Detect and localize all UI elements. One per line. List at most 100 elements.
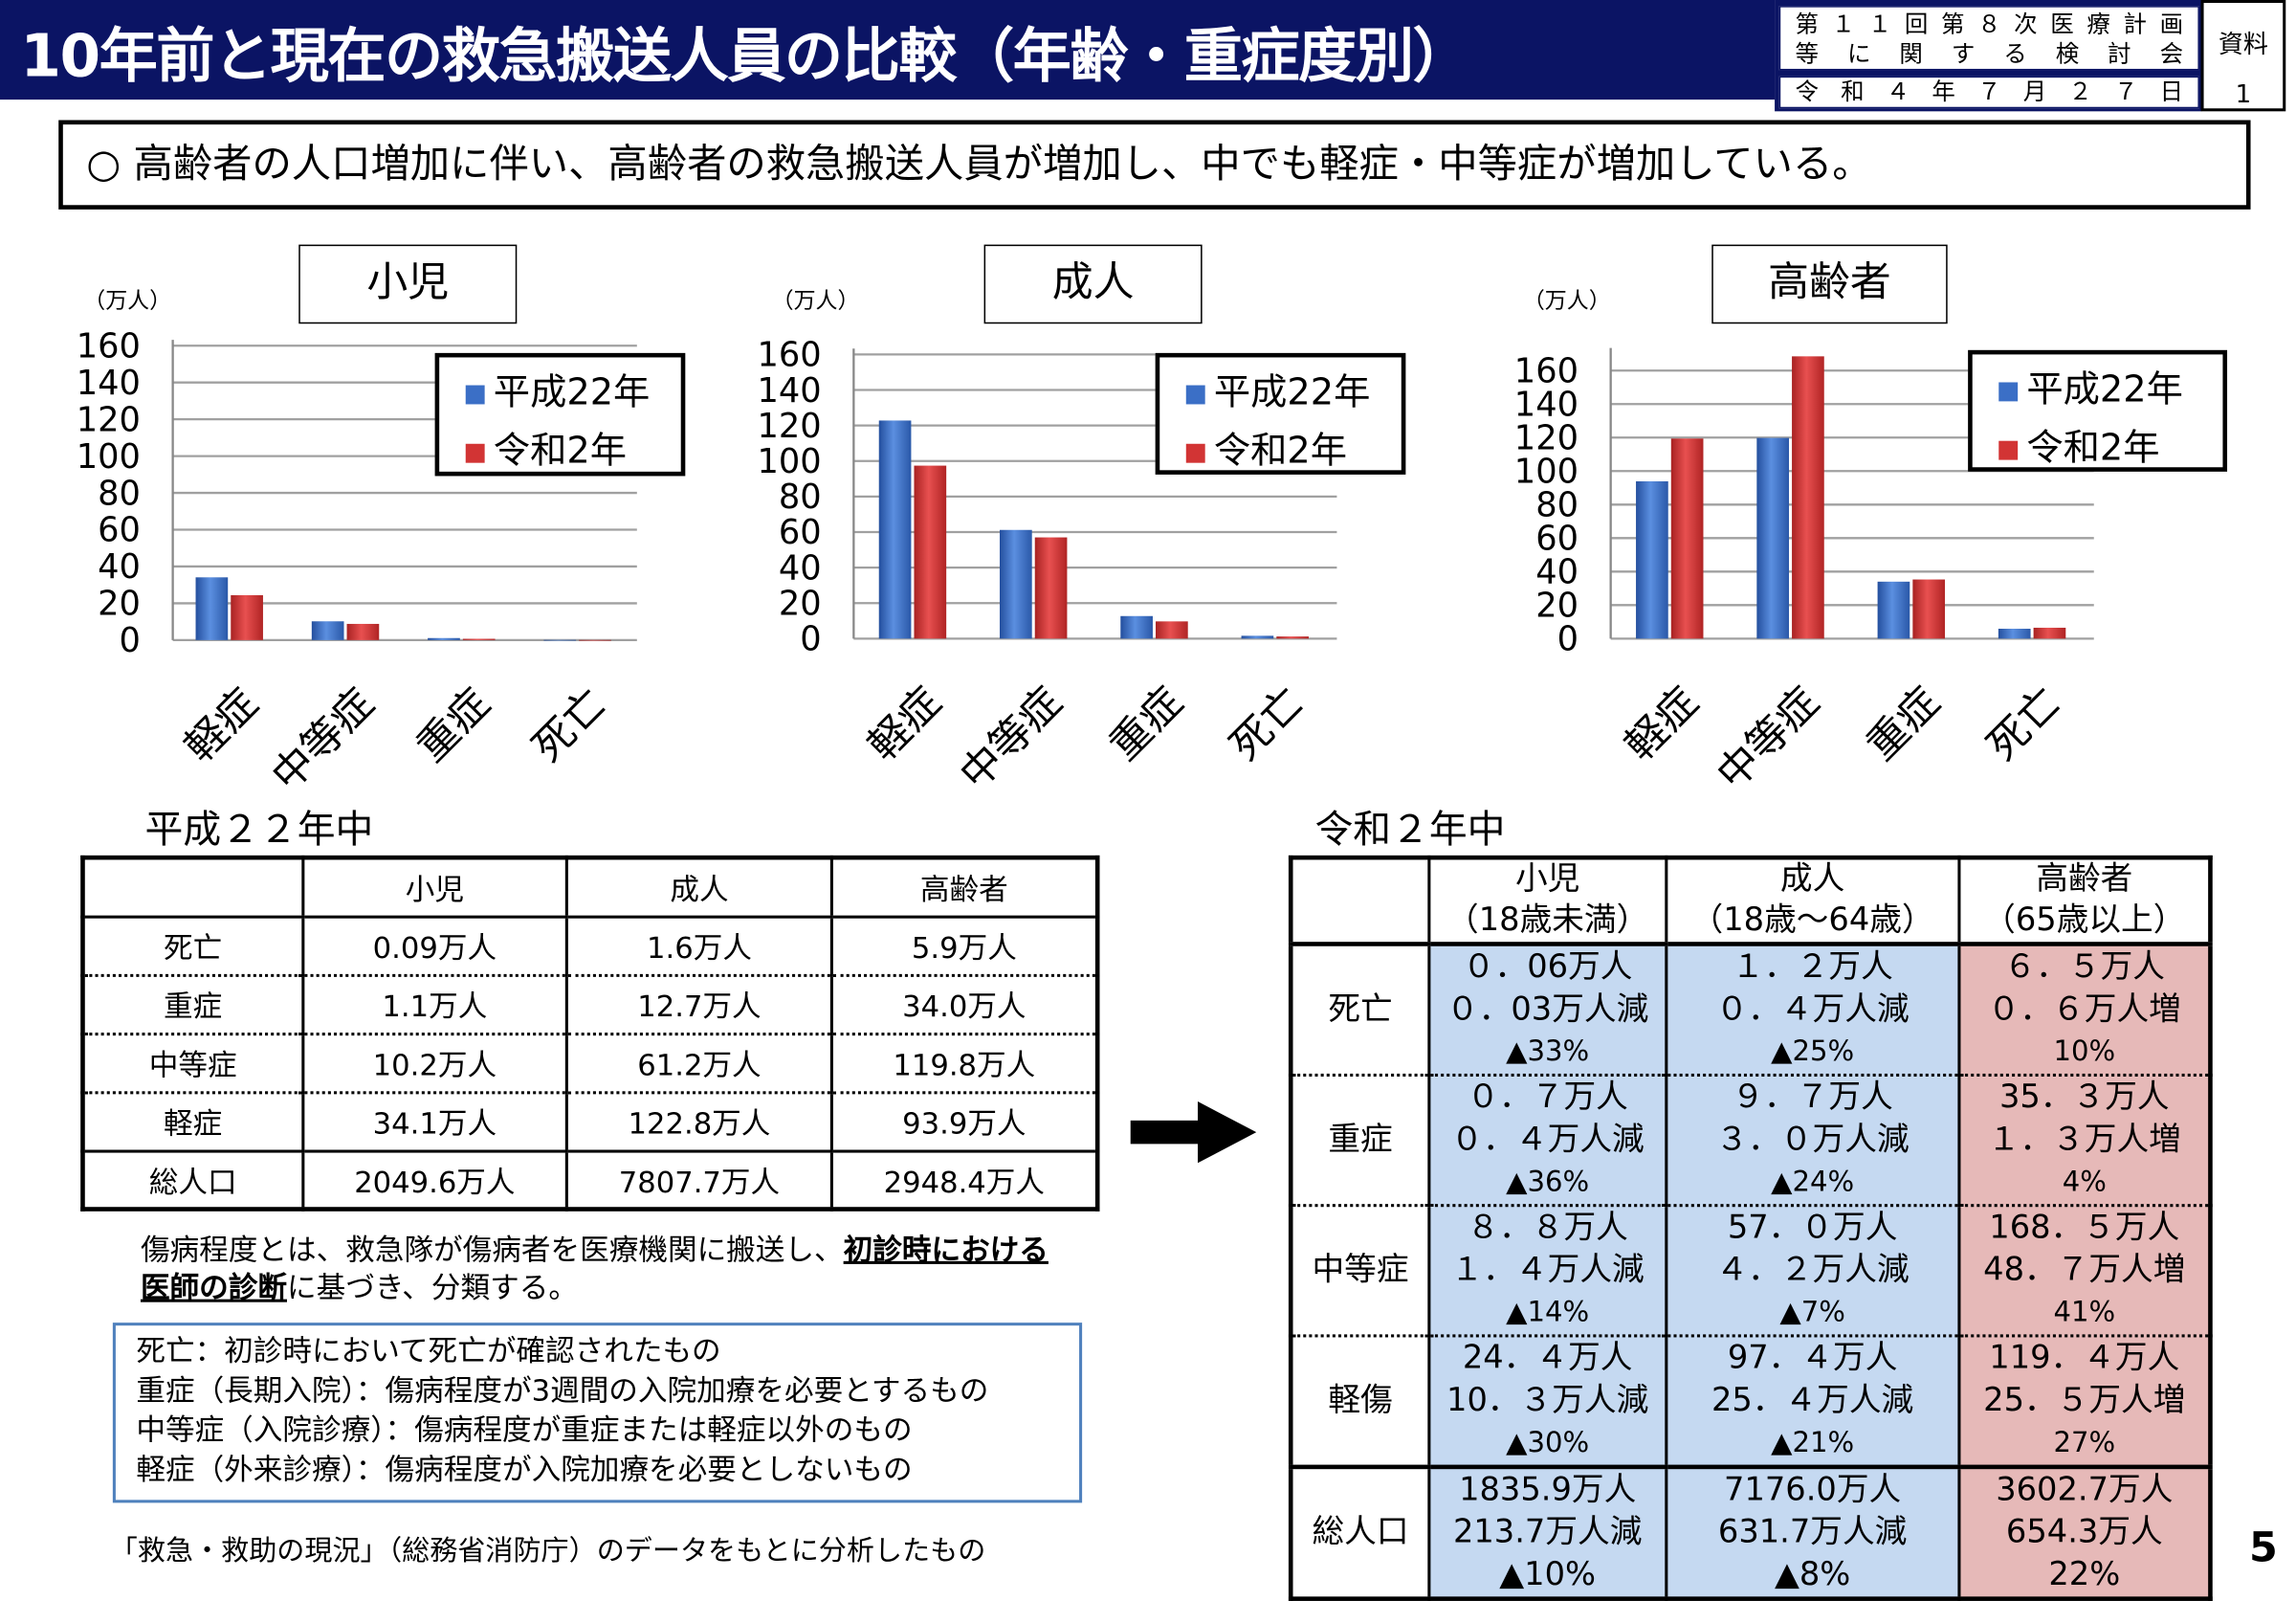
change: ０．４万人減 xyxy=(1450,1122,1645,1159)
bar-chart: 020406080100120140160軽症中等症重症死亡 xyxy=(77,326,637,800)
table-header-row: 小児 （18歳未満） 成人 （18歳～64歳） 高齢者 （65歳以上） xyxy=(1289,857,2211,946)
y-tick-label: 40 xyxy=(1535,553,1578,592)
change: 10．３万人減 xyxy=(1446,1382,1649,1420)
row-label: 軽傷 xyxy=(1289,1335,1430,1470)
bar-h22 xyxy=(878,420,912,639)
x-tick-label: 重症 xyxy=(1858,678,1950,770)
row-label: 重症 xyxy=(1289,1075,1430,1208)
change: ４．２万人減 xyxy=(1715,1252,1910,1289)
y-axis-unit: （万人） xyxy=(83,286,172,314)
change-percent: ▲10% xyxy=(1499,1557,1597,1594)
y-tick-label: 20 xyxy=(779,584,822,623)
bar-h22 xyxy=(1241,635,1274,639)
table-cell: 119.8万人 xyxy=(829,1033,1098,1094)
table-cell: 97．４万人 25．４万人減 ▲21% xyxy=(1664,1335,1959,1470)
y-tick-label: 0 xyxy=(800,620,821,659)
chart-title: 高齢者 xyxy=(1711,244,1948,324)
header-line: 小児 xyxy=(1514,860,1580,899)
y-tick-label: 120 xyxy=(757,407,821,446)
table-cell: ９．７万人 ３．０万人減 ▲24% xyxy=(1664,1075,1959,1208)
legend-item: 令和2年 xyxy=(1185,422,1402,480)
table-cell: 122.8万人 xyxy=(565,1092,832,1152)
chart-legend: 平成22年 令和2年 xyxy=(1155,352,1406,475)
legend-item: 令和2年 xyxy=(465,422,681,480)
document-label: 資料 1 xyxy=(2200,0,2286,112)
y-tick-label: 160 xyxy=(757,336,821,375)
count: 168．５万人 xyxy=(1989,1210,2180,1247)
legend-swatch xyxy=(1998,381,2019,401)
y-axis-unit: （万人） xyxy=(771,286,860,314)
table-cell: 34.0万人 xyxy=(829,974,1098,1035)
bar-r2 xyxy=(1034,537,1068,639)
y-tick-label: 120 xyxy=(1514,419,1578,458)
legend-label: 平成22年 xyxy=(493,370,651,413)
legend-swatch xyxy=(1185,443,1205,462)
change: 25．４万人減 xyxy=(1711,1382,1914,1420)
count: 1835.9万人 xyxy=(1459,1472,1637,1509)
table-row: 重症 1.1万人 12.7万人 34.0万人 xyxy=(80,974,1098,1035)
table-cell: １．２万人 ０．４万人減 ▲25% xyxy=(1664,944,1959,1077)
definition-mild: 軽症（外来診療）：傷病程度が入院加療を必要としないもの xyxy=(136,1451,913,1487)
count: 24．４万人 xyxy=(1462,1340,1633,1377)
change-percent: ▲8% xyxy=(1774,1557,1851,1594)
meeting-line1: 第１１回第８次医療計画 xyxy=(1795,10,2184,38)
definitions-box: 死亡：初診時において死亡が確認されたもの 重症（長期入院）：傷病程度が3週間の入… xyxy=(112,1323,1083,1503)
change-percent: ▲14% xyxy=(1506,1296,1590,1329)
note-text2: に基づき、分類する。 xyxy=(286,1270,578,1305)
change-percent: 41% xyxy=(2053,1296,2116,1329)
legend-label: 令和2年 xyxy=(493,429,627,472)
y-tick-label: 140 xyxy=(77,364,141,403)
source-note: 「救急・救助の現況」（総務省消防庁）のデータをもとに分析したもの xyxy=(109,1535,986,1568)
chart-legend: 平成22年令和2年 xyxy=(434,352,686,480)
count: ６．５万人 xyxy=(2003,948,2165,987)
y-tick-label: 60 xyxy=(1535,520,1578,559)
definition-moderate: 中等症（入院診療）：傷病程度が重症または軽症以外のもの xyxy=(136,1412,913,1448)
count: 97．４万人 xyxy=(1727,1340,1898,1377)
bar-h22 xyxy=(195,577,229,640)
table-cell: 2948.4万人 xyxy=(829,1150,1098,1212)
bar-h22 xyxy=(543,639,577,641)
legend-item: 平成22年 xyxy=(1998,361,2222,419)
page-number: 5 xyxy=(2249,1523,2278,1572)
note-emphasis2: 医師の診断 xyxy=(140,1270,287,1305)
doc-number: 1 xyxy=(2235,80,2252,110)
table-cell: 7807.7万人 xyxy=(565,1150,832,1212)
chart-title: 成人 xyxy=(983,244,1203,324)
change: 25．５万人増 xyxy=(1983,1382,2186,1420)
change-percent: 22% xyxy=(2048,1557,2121,1594)
table-r2: 小児 （18歳未満） 成人 （18歳～64歳） 高齢者 （65歳以上） 死亡 ０．06万人 ０．… xyxy=(1288,855,2213,1601)
table-row: 総人口 2049.6万人 7807.7万人 2948.4万人 xyxy=(80,1150,1098,1212)
change-percent: ▲30% xyxy=(1506,1426,1590,1459)
column-header: 成人 （18歳～64歳） xyxy=(1664,857,1959,946)
legend-item: 平成22年 xyxy=(1185,364,1402,422)
header-subline: （18歳未満） xyxy=(1446,901,1649,940)
y-tick-label: 40 xyxy=(98,547,141,587)
bar-h22 xyxy=(1998,629,2031,639)
change-percent: ▲7% xyxy=(1779,1296,1845,1329)
table-header-row: 小児 成人 高齢者 xyxy=(80,857,1098,918)
page-title: 10年前と現在の救急搬送人員の比較（年齢・重症度別） xyxy=(20,23,1470,91)
header-subline: （18歳～64歳） xyxy=(1690,901,1934,940)
header-line: 高齢者 xyxy=(2036,860,2133,899)
severity-note: 傷病程度とは、救急隊が傷病者を医療機関に搬送し、初診時における 医師の診断に基づ… xyxy=(141,1231,1049,1307)
change-percent: 27% xyxy=(2053,1426,2116,1459)
change-percent: ▲33% xyxy=(1506,1035,1590,1068)
legend-item: 平成22年 xyxy=(465,364,681,422)
table-r2-title: 令和２年中 xyxy=(1314,808,1506,853)
row-label: 総人口 xyxy=(1289,1466,1430,1601)
row-label: 中等症 xyxy=(80,1033,303,1094)
table-row: 死亡 0.09万人 1.6万人 5.9万人 xyxy=(80,916,1098,977)
doc-label: 資料 xyxy=(2218,31,2268,60)
legend-swatch xyxy=(465,443,485,462)
bar-h22 xyxy=(1120,615,1153,639)
change-percent: ▲21% xyxy=(1771,1426,1855,1459)
meeting-line2: 等に関する検討会 xyxy=(1795,39,2184,68)
column-header: 高齢者 （65歳以上） xyxy=(1957,857,2211,946)
row-label: 死亡 xyxy=(1289,944,1430,1077)
table-cell: 0.09万人 xyxy=(300,916,567,977)
legend-swatch xyxy=(465,384,485,404)
count: ０．７万人 xyxy=(1467,1079,1628,1117)
change: ０．６万人増 xyxy=(1987,991,2181,1029)
table-cell: 61.2万人 xyxy=(565,1033,832,1094)
legend-swatch xyxy=(1185,384,1205,404)
